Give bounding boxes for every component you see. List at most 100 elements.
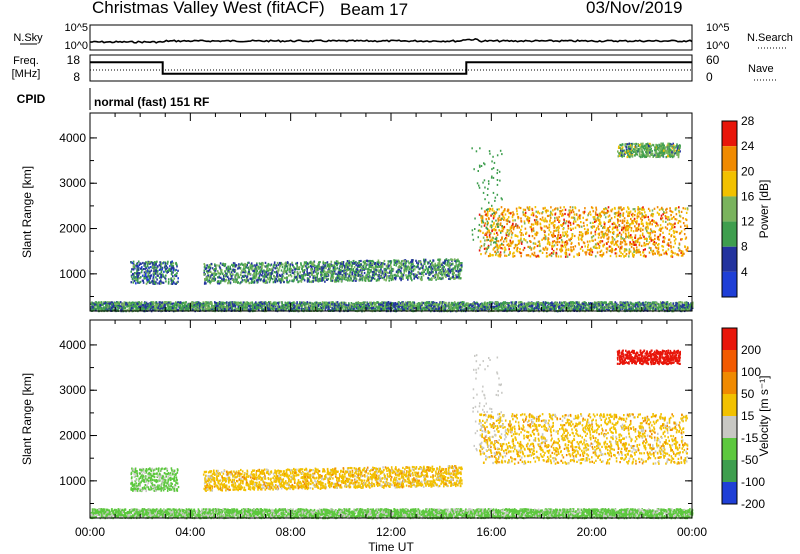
power-echo-point bbox=[180, 302, 182, 304]
power-echo-point bbox=[655, 302, 657, 304]
power-echo-point bbox=[104, 302, 106, 304]
power-echo-point bbox=[216, 308, 218, 310]
power-echo-point bbox=[164, 301, 166, 303]
power-echo-point bbox=[184, 304, 186, 306]
power-echo-point bbox=[652, 302, 654, 304]
power-echo-point bbox=[195, 305, 197, 307]
power-echo-point bbox=[554, 303, 556, 305]
power-echo-point bbox=[624, 302, 626, 304]
power-echo-point bbox=[315, 302, 317, 304]
power-echo-point bbox=[247, 303, 249, 305]
power-echo-point bbox=[363, 301, 365, 303]
power-echo-point bbox=[270, 306, 272, 308]
power-echo-point bbox=[144, 305, 146, 307]
power-echo-point bbox=[619, 307, 621, 309]
power-echo-point bbox=[508, 304, 510, 306]
power-echo-point bbox=[392, 307, 394, 309]
power-echo-point bbox=[240, 302, 242, 304]
power-echo-point bbox=[199, 303, 201, 305]
power-echo-point bbox=[249, 303, 251, 305]
power-echo-point bbox=[312, 306, 314, 308]
power-echo-point bbox=[672, 303, 674, 305]
power-echo-point bbox=[299, 306, 301, 308]
power-echo-point bbox=[155, 304, 157, 306]
power-echo-point bbox=[643, 304, 645, 306]
power-echo-point bbox=[128, 307, 130, 309]
power-echo-point bbox=[672, 305, 674, 307]
power-echo-point bbox=[399, 308, 401, 310]
power-echo-point bbox=[403, 309, 405, 311]
power-echo-point bbox=[387, 307, 389, 309]
power-echo-point bbox=[445, 302, 447, 304]
power-echo-point bbox=[337, 308, 339, 310]
power-echo-point bbox=[200, 307, 202, 309]
power-echo-point bbox=[261, 305, 263, 307]
power-echo-point bbox=[198, 304, 200, 306]
power-echo-point bbox=[259, 303, 261, 305]
power-echo-point bbox=[119, 303, 121, 305]
power-echo-point bbox=[653, 304, 655, 306]
power-echo-point bbox=[602, 304, 604, 306]
power-echo-point bbox=[325, 307, 327, 309]
power-echo-point bbox=[408, 304, 410, 306]
power-echo-point bbox=[583, 307, 585, 309]
power-echo-point bbox=[293, 304, 295, 306]
power-echo-point bbox=[553, 308, 555, 310]
radar-summary-plot: N.Sky10^510^010^510^0N.SearchFreq.[MHz]1… bbox=[0, 0, 800, 554]
power-echo-point bbox=[678, 305, 680, 307]
power-echo-point bbox=[632, 307, 634, 309]
power-echo-point bbox=[689, 305, 691, 307]
power-echo-point bbox=[203, 304, 205, 306]
power-echo-point bbox=[474, 305, 476, 307]
power-echo-point bbox=[576, 301, 578, 303]
power-echo-point bbox=[600, 304, 602, 306]
power-echo-point bbox=[615, 305, 617, 307]
power-echo-point bbox=[239, 308, 241, 310]
power-echo-point bbox=[571, 302, 573, 304]
cpid-mode-text: normal (fast) 151 RF bbox=[94, 95, 209, 109]
power-echo-point bbox=[658, 303, 660, 305]
power-echo-point bbox=[308, 303, 310, 305]
power-echo-point bbox=[510, 305, 512, 307]
power-echo-point bbox=[255, 306, 257, 308]
power-echo-point bbox=[615, 301, 617, 303]
power-echo-point bbox=[484, 309, 486, 311]
power-echo-point bbox=[351, 303, 353, 305]
power-echo-point bbox=[214, 301, 216, 303]
power-echo-point bbox=[272, 308, 274, 310]
power-echo-point bbox=[207, 307, 209, 309]
power-echo-point bbox=[97, 307, 99, 309]
power-echo-point bbox=[328, 306, 330, 308]
power-echo-point bbox=[469, 304, 471, 306]
power-echo-point bbox=[162, 304, 164, 306]
power-echo-point bbox=[446, 305, 448, 307]
power-echo-point bbox=[217, 305, 219, 307]
power-echo-point bbox=[594, 302, 596, 304]
power-echo-point bbox=[227, 307, 229, 309]
power-echo-point bbox=[550, 308, 552, 310]
power-echo-point bbox=[322, 304, 324, 306]
power-echo-point bbox=[604, 308, 606, 310]
power-echo-point bbox=[378, 303, 380, 305]
power-echo-point bbox=[452, 307, 454, 309]
power-echo-point bbox=[263, 305, 265, 307]
power-echo-point bbox=[435, 308, 437, 310]
power-echo-point bbox=[207, 302, 209, 304]
power-echo-point bbox=[157, 307, 159, 309]
power-echo-point bbox=[307, 301, 309, 303]
power-echo-point bbox=[633, 304, 635, 306]
power-echo-point bbox=[406, 304, 408, 306]
power-echo-point bbox=[502, 308, 504, 310]
power-echo-point bbox=[249, 305, 251, 307]
power-echo-point bbox=[243, 308, 245, 310]
power-echo-point bbox=[143, 304, 145, 306]
power-echo-point bbox=[683, 304, 685, 306]
power-echo-point bbox=[452, 302, 454, 304]
power-echo-point bbox=[690, 304, 692, 306]
power-echo-point bbox=[100, 302, 102, 304]
power-echo-point bbox=[192, 308, 194, 310]
power-echo-point bbox=[637, 302, 639, 304]
power-echo-point bbox=[313, 305, 315, 307]
power-echo-point bbox=[111, 306, 113, 308]
power-echo-point bbox=[515, 303, 517, 305]
